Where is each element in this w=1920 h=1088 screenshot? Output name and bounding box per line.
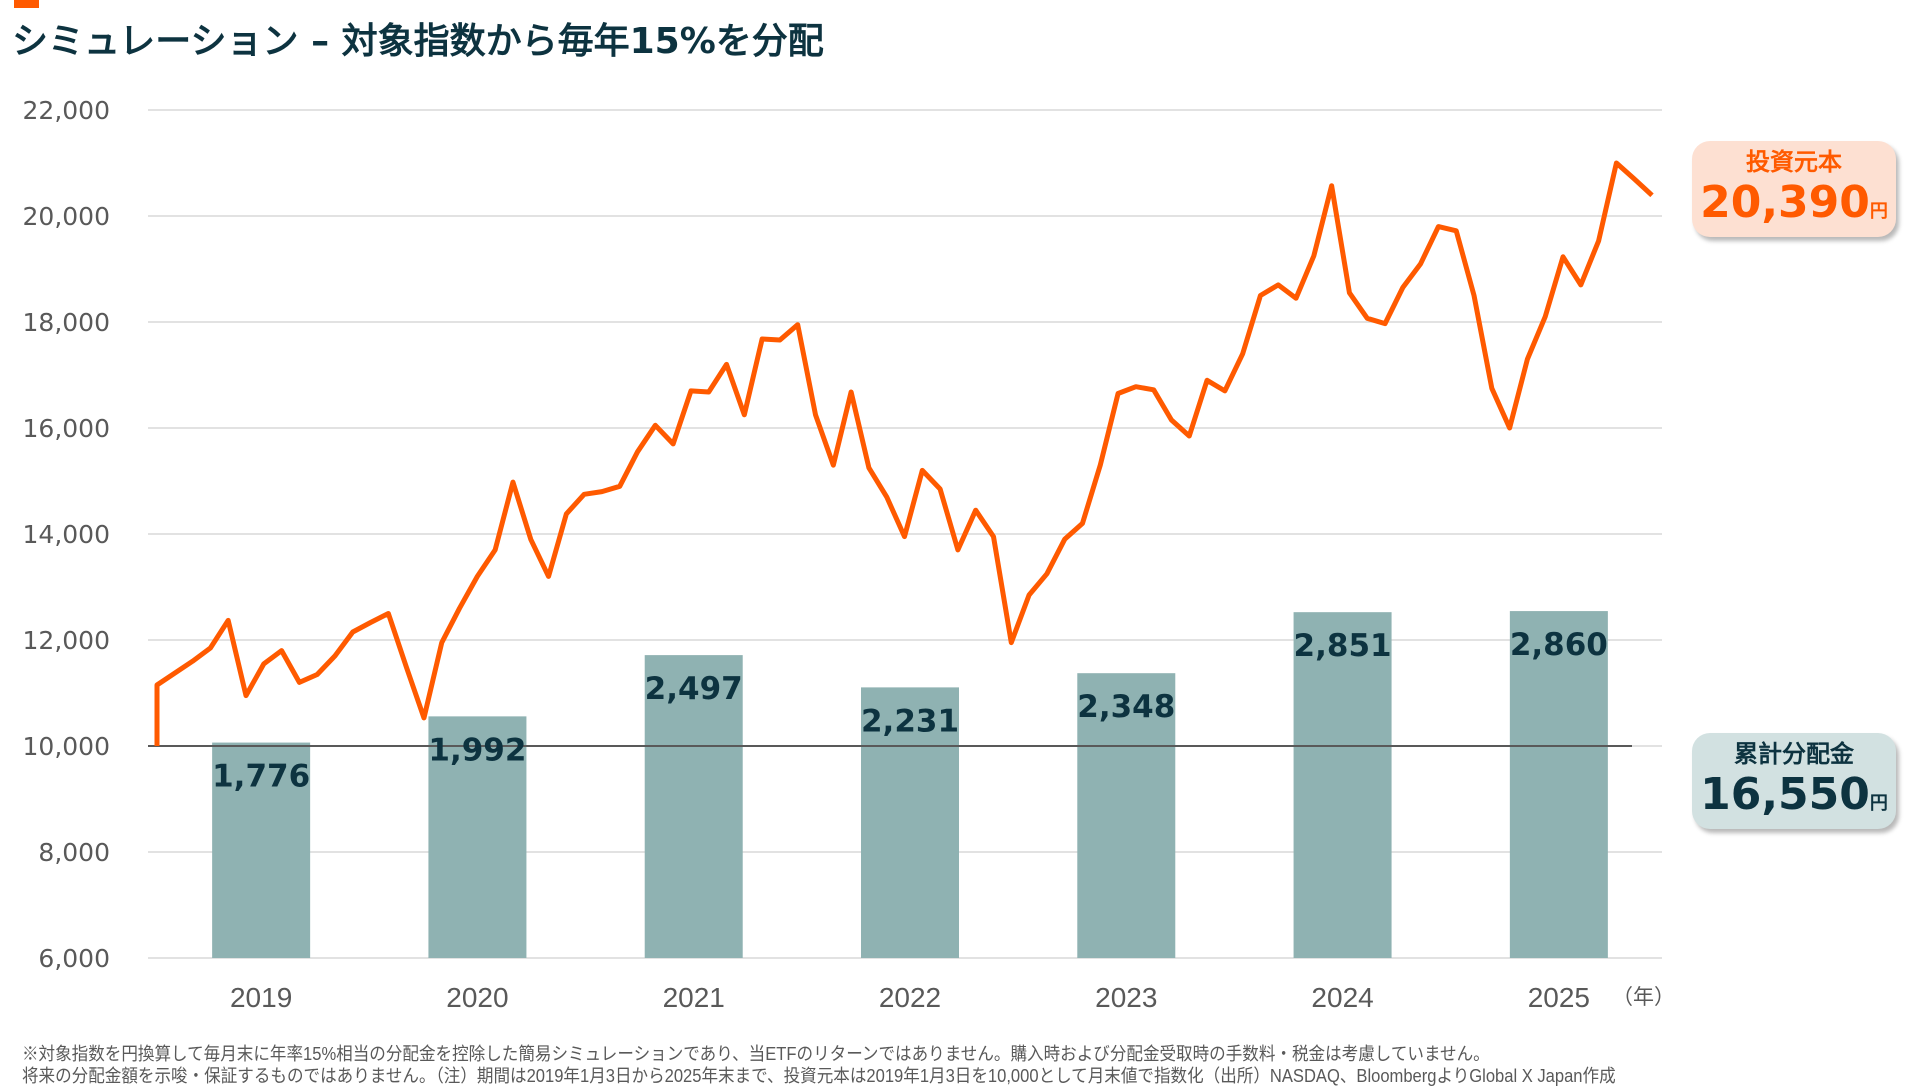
- bar-label-2021: 2,497: [645, 671, 743, 707]
- x-tick-label: 2024: [1311, 982, 1373, 1013]
- y-tick-label: 16,000: [23, 414, 110, 443]
- x-axis-ticks: 2019 2020 2021 2022 2023 2024 2025: [230, 982, 1590, 1013]
- bar-label-2025: 2,860: [1510, 627, 1608, 663]
- bar-2022: [861, 687, 959, 958]
- distribution-callout-value: 16,550: [1700, 769, 1870, 820]
- bar-label-2023: 2,348: [1077, 689, 1175, 725]
- bar-2019: [212, 742, 311, 958]
- y-tick-label: 10,000: [23, 732, 110, 761]
- principal-callout-value: 20,390: [1700, 177, 1870, 228]
- y-tick-label: 14,000: [23, 520, 110, 549]
- y-tick-label: 18,000: [23, 308, 110, 337]
- bar-series: [212, 611, 1608, 958]
- x-tick-label: 2023: [1095, 982, 1157, 1013]
- page-title: シミュレーション – 対象指数から毎年15%を分配: [12, 21, 824, 62]
- distribution-callout-unit: 円: [1869, 793, 1888, 814]
- principal-callout-unit: 円: [1869, 201, 1888, 222]
- y-tick-label: 6,000: [38, 944, 110, 973]
- principal-callout-title: 投資元本: [1746, 148, 1842, 176]
- x-tick-label: 2019: [230, 982, 292, 1013]
- distribution-callout-value-wrap: 16,550円: [1692, 769, 1896, 830]
- y-tick-label: 22,000: [23, 96, 110, 125]
- principal-callout-value-wrap: 20,390円: [1692, 177, 1896, 238]
- bar-2025: [1509, 611, 1608, 958]
- y-axis-ticks: 6,000 8,000 10,000 12,000 14,000 16,000 18,000…: [23, 96, 110, 973]
- distribution-callout: 累計分配金 16,550円: [1692, 733, 1896, 829]
- distribution-callout-title: 累計分配金: [1734, 740, 1854, 768]
- y-tick-label: 8,000: [38, 838, 110, 867]
- chart: 6,000 8,000 10,000 12,000 14,000 16,000 18,000…: [23, 96, 1675, 1013]
- principal-callout: 投資元本 20,390円: [1692, 141, 1896, 237]
- x-tick-label: 2020: [446, 982, 508, 1013]
- bar-2020: [428, 716, 527, 958]
- footnote-line-1: ※対象指数を円換算して毎月末に年率15%相当の分配金を控除した簡易シミュレーショ…: [22, 1044, 1490, 1064]
- bar-2023: [1077, 673, 1176, 958]
- y-tick-label: 20,000: [23, 202, 110, 231]
- bar-2024: [1293, 612, 1392, 958]
- footnote-line-2: 将来の分配金額を示唆・保証するものではありません。（注）期間は2019年1月3日…: [22, 1066, 1616, 1086]
- bar-label-2024: 2,851: [1294, 628, 1392, 664]
- bar-label-2022: 2,231: [861, 703, 959, 739]
- x-tick-label: 2025: [1528, 982, 1590, 1013]
- principal-line: [154, 160, 1654, 746]
- bar-label-2020: 1,992: [428, 732, 526, 768]
- bar-2021: [644, 655, 743, 958]
- bar-label-2019: 1,776: [212, 759, 310, 795]
- x-axis-unit-label: （年）: [1612, 985, 1675, 1009]
- x-tick-label: 2022: [879, 982, 941, 1013]
- bar-labels: 1,776 1,992 2,497 2,231 2,348 2,851 2,860: [212, 627, 1608, 794]
- y-tick-label: 12,000: [23, 626, 110, 655]
- x-tick-label: 2021: [663, 982, 725, 1013]
- title-accent-bar: [14, 0, 39, 8]
